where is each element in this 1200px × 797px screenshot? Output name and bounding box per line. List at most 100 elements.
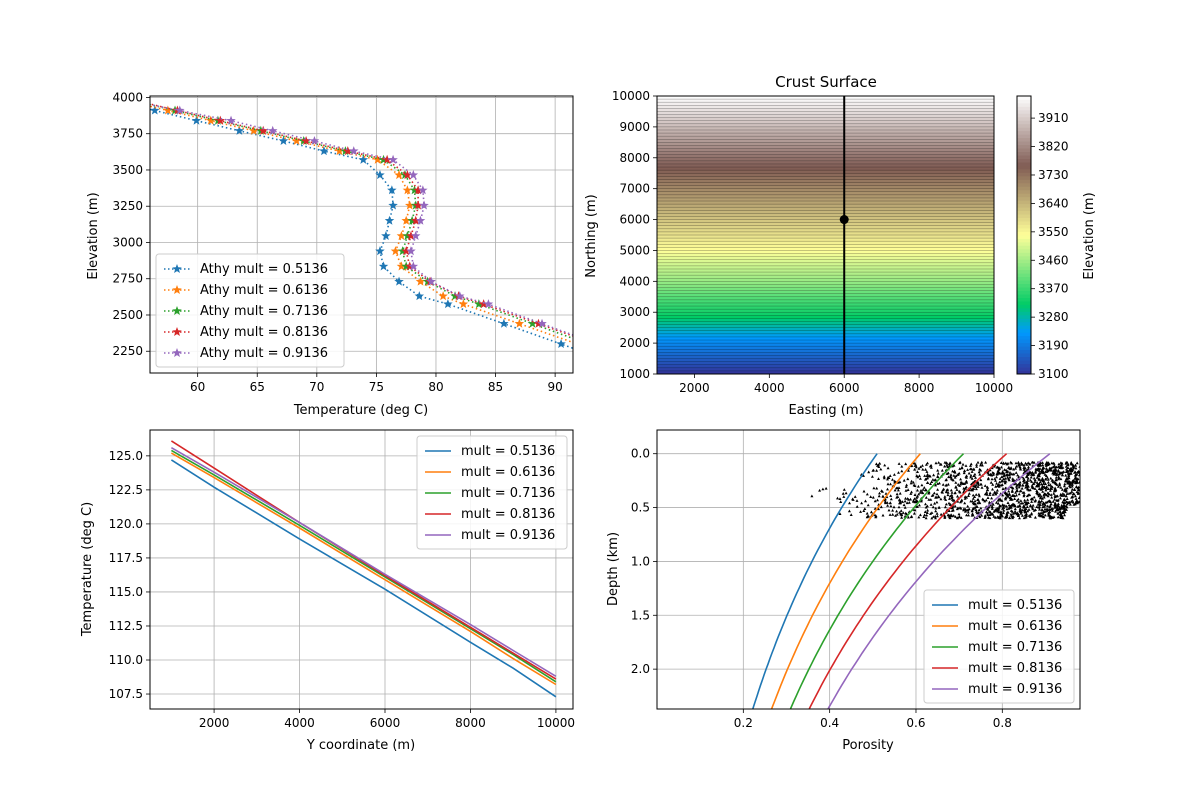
star-marker	[418, 185, 428, 195]
scatter-point	[965, 508, 969, 512]
scatter-point	[1060, 461, 1064, 465]
star-marker	[406, 246, 416, 256]
scatter-point	[954, 515, 957, 518]
star-marker	[499, 318, 509, 328]
scatter-point	[1008, 516, 1012, 520]
scatter-point	[941, 483, 945, 486]
scatter-point	[1033, 478, 1037, 482]
p4-ticks: 0.2 0.4 0.6 0.8 0.0 0.5 1.0 1.5 2.0	[631, 447, 1012, 730]
scatter-point	[928, 474, 932, 478]
scatter-point	[1001, 493, 1005, 497]
star-marker	[278, 135, 289, 145]
colorbar-band	[1017, 127, 1031, 132]
scatter-point	[1027, 514, 1031, 517]
scatter-point	[888, 513, 892, 516]
star-marker	[309, 135, 320, 145]
star-marker	[226, 115, 236, 125]
scatter-point	[976, 460, 980, 464]
scatter-point	[1066, 463, 1070, 467]
scatter-point	[957, 512, 961, 516]
surface-band	[657, 157, 994, 162]
colorbar-band	[1017, 273, 1031, 278]
scatter-point	[937, 495, 941, 499]
scatter-point	[915, 496, 919, 499]
surface-band	[657, 265, 994, 270]
scatter-point	[913, 484, 917, 487]
scatter-point	[1021, 501, 1025, 505]
scatter-point	[1054, 488, 1058, 491]
scatter-point	[965, 513, 968, 517]
scatter-point	[1017, 500, 1021, 504]
scatter-point	[875, 469, 879, 472]
colorbar-band	[1017, 255, 1031, 260]
scatter-point	[883, 501, 887, 505]
surface-band	[657, 296, 994, 301]
scatter-point	[979, 461, 983, 465]
surface-band	[657, 306, 994, 310]
scatter-point	[873, 499, 877, 503]
scatter-point	[978, 501, 982, 505]
scatter-point	[946, 471, 950, 475]
y-tick-label: 115.0	[109, 585, 143, 599]
scatter-point	[867, 514, 871, 518]
scatter-point	[1040, 470, 1044, 474]
scatter-point	[988, 493, 992, 496]
scatter-point	[962, 469, 966, 473]
scatter-point	[1009, 506, 1013, 509]
scatter-point	[910, 515, 914, 518]
scatter-point	[909, 492, 913, 495]
scatter-point	[946, 493, 950, 497]
surface-band	[657, 238, 994, 242]
scatter-point	[930, 480, 934, 483]
scatter-point	[971, 513, 975, 517]
scatter-point	[917, 474, 921, 477]
scatter-point	[1026, 461, 1030, 465]
colorbar-band	[1017, 207, 1031, 212]
surface-band	[657, 361, 994, 366]
scatter-point	[1018, 507, 1022, 510]
scatter-point	[1015, 486, 1019, 490]
scatter-point	[987, 510, 991, 513]
scatter-point	[1052, 470, 1056, 473]
scatter-point	[875, 486, 879, 490]
scatter-point	[934, 509, 938, 513]
scatter-point	[887, 508, 891, 512]
surface-band	[657, 191, 994, 196]
scatter-point	[999, 461, 1003, 464]
scatter-point	[1003, 480, 1007, 483]
scatter-point	[1032, 482, 1036, 485]
scatter-point	[867, 470, 871, 474]
scatter-point	[983, 484, 987, 487]
scatter-point	[1050, 495, 1054, 499]
scatter-point	[1040, 514, 1044, 517]
scatter-point	[956, 494, 959, 498]
surface-band	[657, 367, 994, 372]
surface-band	[657, 318, 994, 322]
scatter-point	[1063, 479, 1067, 483]
scatter-point	[1073, 473, 1077, 477]
colorbar-band	[1017, 332, 1031, 337]
scatter-point	[1054, 478, 1058, 482]
colorbar-tick-label: 3820	[1038, 140, 1069, 154]
scatter-point	[1030, 511, 1034, 515]
scatter-point	[941, 490, 944, 494]
scatter-point	[898, 511, 902, 514]
surface-band	[657, 346, 994, 350]
scatter-point	[1058, 464, 1062, 468]
scatter-point	[933, 501, 937, 505]
scatter-point	[1026, 509, 1030, 513]
scatter-point	[1073, 463, 1077, 467]
scatter-point	[1035, 484, 1039, 488]
scatter-point	[954, 481, 958, 484]
scatter-point	[1074, 485, 1078, 488]
scatter-point	[1013, 497, 1017, 500]
scatter-point	[917, 515, 921, 519]
star-marker	[402, 170, 413, 180]
scatter-point	[953, 475, 957, 479]
scatter-point	[901, 500, 904, 503]
scatter-point	[986, 508, 990, 511]
scatter-point	[1007, 477, 1011, 481]
x-tick-label: 2000	[679, 381, 710, 395]
scatter-point	[917, 503, 921, 507]
scatter-point	[1048, 510, 1052, 514]
